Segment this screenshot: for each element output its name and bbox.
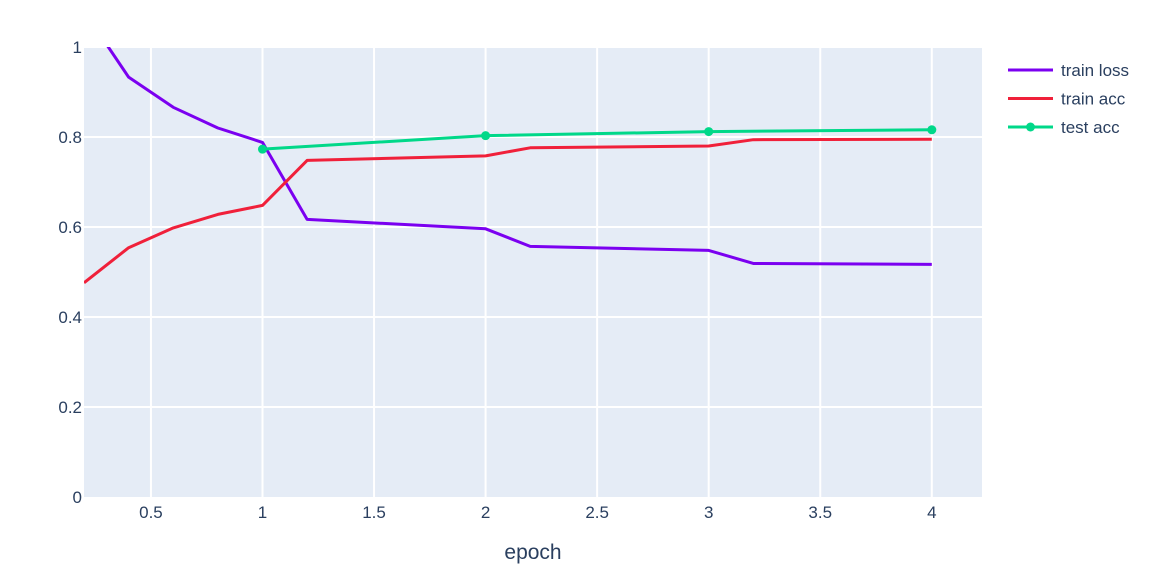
- x-tick-label: 1: [258, 503, 267, 522]
- legend-item[interactable]: train loss: [1008, 61, 1129, 80]
- y-tick-label: 0.2: [58, 398, 82, 417]
- x-tick-label: 3.5: [808, 503, 832, 522]
- x-tick-label: 2.5: [585, 503, 609, 522]
- legend-marker: [1026, 122, 1035, 132]
- legend-item[interactable]: test acc: [1008, 118, 1120, 137]
- y-tick-label: 1: [73, 38, 82, 57]
- series-point-test-acc: [927, 125, 937, 135]
- legend-label: train loss: [1061, 61, 1129, 80]
- series-markers: [257, 125, 937, 154]
- x-tick-label: 4: [927, 503, 936, 522]
- y-tick-label: 0.8: [58, 128, 82, 147]
- x-tick-label: 3: [704, 503, 713, 522]
- series-point-test-acc: [481, 131, 491, 141]
- x-axis-ticks: 0.5 1 1.5 2 2.5 3 3.5 4: [139, 503, 936, 522]
- x-tick-label: 2: [481, 503, 490, 522]
- x-tick-label: 1.5: [362, 503, 386, 522]
- legend: train loss train acc test acc: [1008, 61, 1129, 137]
- x-axis-title: epoch: [504, 541, 561, 564]
- legend-label: test acc: [1061, 118, 1120, 137]
- y-tick-label: 0.4: [58, 308, 82, 327]
- series-point-test-acc: [704, 127, 714, 137]
- y-tick-label: 0: [73, 488, 82, 507]
- x-tick-label: 0.5: [139, 503, 163, 522]
- plot-background: [84, 47, 982, 497]
- series-line-train-loss: [106, 47, 932, 266]
- series-point-test-acc: [257, 144, 267, 154]
- legend-item[interactable]: train acc: [1008, 90, 1126, 109]
- y-axis-ticks: 0 0.2 0.4 0.6 0.8 1: [58, 38, 82, 507]
- grid: [84, 46, 982, 497]
- series-lines: [84, 47, 932, 284]
- y-tick-label: 0.6: [58, 218, 82, 237]
- legend-label: train acc: [1061, 90, 1126, 109]
- series-line-test-acc: [262, 128, 932, 151]
- series-line-train-acc: [84, 137, 932, 284]
